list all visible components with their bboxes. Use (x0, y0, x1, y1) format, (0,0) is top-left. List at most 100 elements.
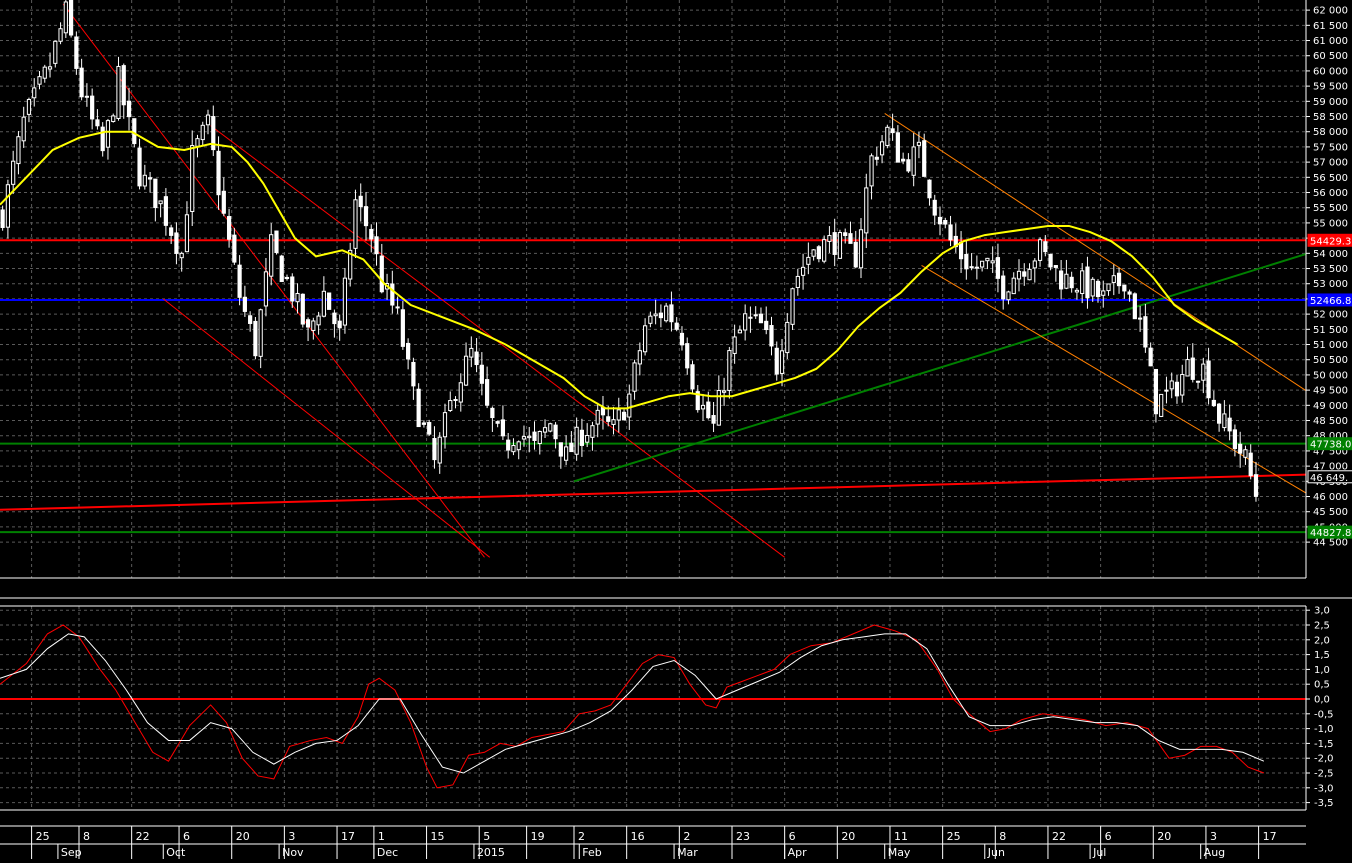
candle-body (11, 160, 16, 185)
candle-body (937, 216, 943, 225)
candle-body (985, 257, 990, 262)
price-y-tick-label: 52 000 (1313, 310, 1348, 321)
candle-body (327, 292, 332, 310)
candle-body (648, 315, 653, 324)
candle-body (837, 232, 843, 259)
candle-body (569, 442, 574, 453)
candle-body (248, 315, 253, 324)
candle-body (1127, 291, 1132, 295)
level-price-tag (1307, 525, 1352, 539)
price-y-tick-label: 55 500 (1313, 203, 1348, 214)
candle-body (1085, 266, 1090, 299)
candle-body (1059, 270, 1064, 290)
month-label: Jun (987, 846, 1005, 859)
price-y-tick-label: 58 500 (1313, 112, 1348, 123)
candle-body (1159, 393, 1164, 417)
month-label: May (888, 846, 911, 859)
candle-body (727, 350, 732, 391)
price-y-tick-label: 44 500 (1313, 538, 1348, 549)
candle-body (463, 355, 469, 386)
oscillator-layer (0, 624, 1306, 789)
candle-body (901, 158, 906, 162)
date-tick-label: 23 (736, 830, 750, 843)
candle-body (916, 141, 922, 146)
candle-body (1069, 276, 1074, 289)
candle-body (1080, 270, 1085, 295)
candle-body (437, 436, 442, 464)
candle-body (511, 445, 516, 453)
candle-body (348, 249, 353, 280)
candle-body (664, 305, 669, 322)
date-tick-label: 20 (236, 830, 250, 843)
candle-body (105, 120, 111, 148)
candle-body (1148, 347, 1153, 367)
candle-body (184, 214, 190, 253)
candle-body (1174, 381, 1180, 397)
candle-body (284, 276, 290, 280)
date-tick-label: 2 (578, 830, 585, 843)
candle-body (737, 329, 742, 334)
level-price-tag (1307, 293, 1352, 307)
candle-body (53, 40, 58, 64)
price-y-tick-label: 47 500 (1313, 446, 1348, 457)
candle-body (858, 229, 864, 269)
date-tick-label: 8 (999, 830, 1006, 843)
candle-body (479, 364, 484, 384)
candle-body (1064, 273, 1069, 289)
candle-body (932, 199, 937, 216)
trend-lines-layer (0, 3, 1306, 558)
price-y-tick-label: 49 500 (1313, 386, 1348, 397)
osc-y-tick-label: -0,5 (1314, 709, 1334, 720)
osc-y-tick-label: 0,0 (1314, 695, 1330, 706)
candle-body (1106, 283, 1111, 292)
price-y-tick-label: 48 500 (1313, 416, 1348, 427)
candle-body (1222, 413, 1227, 429)
date-tick-label: 1 (378, 830, 385, 843)
candle-body (974, 266, 979, 269)
candle-body (864, 187, 869, 234)
candle-body (163, 196, 168, 226)
candle-body (753, 314, 758, 317)
month-label: Sep (61, 846, 82, 859)
candle-body (1143, 316, 1148, 348)
candle-body (616, 409, 621, 421)
candle-body (448, 400, 453, 411)
candle-body (1116, 272, 1122, 287)
osc-y-tick-label: -3,0 (1314, 783, 1334, 794)
candle-body (906, 159, 911, 172)
candle-body (632, 362, 637, 392)
candle-body (400, 309, 405, 347)
candle-body (121, 65, 126, 106)
candle-body (253, 320, 258, 357)
month-label: Feb (582, 846, 601, 859)
candle-body (1006, 291, 1011, 301)
trend-line (0, 473, 1306, 511)
candle-body (800, 266, 806, 276)
candle-body (37, 76, 42, 85)
candle-body (211, 116, 216, 151)
month-label: Oct (166, 846, 186, 859)
candle-body (621, 411, 627, 421)
candle-body (111, 115, 116, 122)
date-tick-label: 25 (947, 830, 961, 843)
date-tick-label: 6 (789, 830, 796, 843)
candle-body (764, 320, 769, 331)
date-tick-label: 17 (341, 830, 355, 843)
candle-body (721, 390, 727, 393)
candle-body (295, 293, 300, 303)
oscillator-signal-red-line (0, 624, 1265, 789)
candle-body (1001, 275, 1006, 300)
candle-body (1253, 474, 1259, 497)
candle-body (1022, 271, 1027, 277)
candle-body (1053, 265, 1058, 268)
price-y-tick-label: 48 000 (1313, 431, 1348, 442)
candle-body (769, 325, 774, 347)
candle-body (516, 441, 521, 451)
candle-body (195, 138, 200, 147)
candle-body (226, 216, 232, 240)
candle-body (32, 87, 37, 99)
candle-body (1190, 357, 1195, 380)
candle-body (879, 141, 885, 156)
candle-body (379, 255, 384, 293)
